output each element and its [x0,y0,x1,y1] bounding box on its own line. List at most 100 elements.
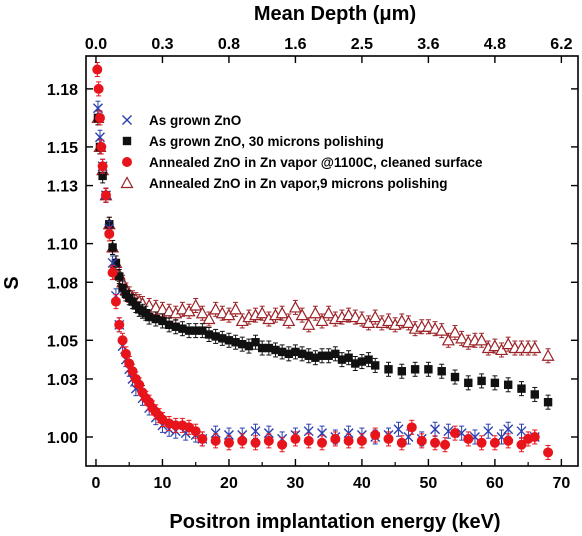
data-point [195,306,209,319]
data-point [343,435,354,446]
data-point [164,320,174,330]
data-point [455,331,469,344]
data-point [92,64,103,75]
data-point [284,349,293,359]
data-point [218,334,227,343]
y-tick-label: 1.03 [47,372,78,389]
data-point [288,300,302,313]
legend-label: Annealed ZnO in Zn vapor @1100C, cleaned… [149,155,483,170]
legend-marker-circle [122,157,132,167]
data-point [357,357,367,366]
data-point [96,141,107,152]
data-point [189,298,203,311]
data-point [271,345,280,355]
data-point [250,426,261,437]
data-point-stroke [430,424,441,435]
data-point [324,351,333,360]
data-point [124,358,135,369]
data-point [424,365,433,374]
data-point [397,367,407,376]
data-point [100,190,111,201]
top-tick-label: 1.6 [284,36,306,53]
top-tick-label: 0.0 [85,36,107,53]
data-point [489,437,500,448]
data-point [362,316,376,328]
data-point [406,422,417,433]
top-tick-label: 2.5 [351,36,373,53]
data-point [503,380,513,389]
top-tick-label: 0.3 [151,36,173,53]
data-point [144,312,154,322]
y-tick-label: 1.00 [47,430,78,447]
data-point [356,435,367,446]
data-point [244,341,254,351]
data-point [450,428,460,439]
data-point [383,433,394,444]
data-point [441,333,455,346]
data-point [435,323,449,336]
data-point [348,310,362,323]
data-point [151,314,161,324]
legend: As grown ZnO As grown ZnO, 30 microns pol… [120,113,483,191]
legend-label: As grown ZnO, 30 microns polishing [149,134,384,149]
data-point [158,316,167,326]
top-axis-title: Mean Depth (μm) [254,3,416,25]
data-point [191,326,200,335]
data-point-stroke [343,428,354,439]
data-point [430,437,441,448]
data-point [516,426,527,437]
data-point [541,349,555,361]
data-point [450,372,460,382]
data-point [530,390,539,399]
data-point [202,312,216,325]
data-point [275,306,289,319]
data-point [368,310,382,323]
data-point [277,439,288,450]
data-point [93,83,104,94]
top-tick-label: 6.2 [550,36,572,53]
data-point [255,306,269,319]
data-point [303,426,314,437]
data-point [303,435,314,446]
data-point [111,258,121,268]
data-point [464,378,473,388]
legend-marker-x [122,115,132,125]
series-x [92,100,540,447]
data-point [344,353,353,362]
data-point [364,355,373,364]
data-point [223,437,234,448]
data-point [311,353,320,362]
data-point [384,365,393,374]
data-point [178,324,187,333]
data-point [401,316,415,328]
data-point-stroke [250,426,261,437]
data-point [204,330,214,339]
data-point [355,312,369,325]
data-point [282,314,296,327]
data-point [440,439,451,450]
data-point [477,376,486,386]
data-point [410,365,420,374]
x-tick-label: 30 [287,475,305,492]
data-point [428,321,442,334]
data-point [175,302,189,315]
data-point [315,314,329,327]
data-point [393,424,404,435]
y-tick-label: 1.13 [47,179,78,196]
data-point [516,439,527,450]
axes: 0 10 20 30 40 50 60 70 0.0 0.3 0.8 1.6 2.5 3.6 4.8 6.2 1… [47,36,579,492]
data-point [396,437,407,448]
data-point [115,272,124,281]
data-point [110,296,121,307]
data-point [290,433,301,444]
data-point [342,308,356,321]
data-point-stroke [303,426,314,437]
data-point [229,302,243,315]
data-point-stroke [393,424,404,435]
top-tick-label: 3.6 [417,36,439,53]
top-tick-label: 4.8 [484,36,506,53]
data-point [302,318,316,330]
data-point [210,435,221,446]
data-point [190,426,201,437]
data-point-stroke [503,424,514,435]
